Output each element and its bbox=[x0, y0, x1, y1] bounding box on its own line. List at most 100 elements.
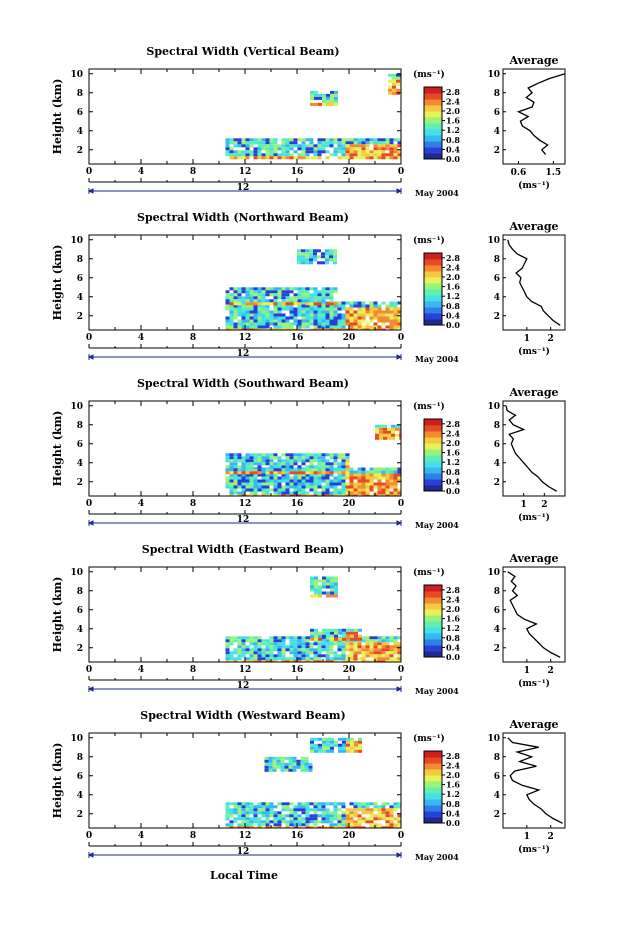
heatmap-cell bbox=[341, 811, 346, 815]
y-tick-label: 4 bbox=[77, 293, 83, 303]
heatmap-cell bbox=[245, 648, 250, 652]
heatmap-cell bbox=[385, 156, 390, 160]
heatmap-cell bbox=[349, 820, 354, 824]
heatmap-cell bbox=[353, 310, 358, 314]
heatmap-cell bbox=[322, 579, 326, 583]
heatmap-cell bbox=[321, 473, 326, 477]
heatmap-cell bbox=[349, 150, 354, 154]
heatmap-cell bbox=[313, 252, 317, 256]
heatmap-cell bbox=[377, 805, 382, 809]
heatmap-cell bbox=[293, 476, 298, 480]
heatmap-cell bbox=[397, 301, 401, 305]
heatmap-cell bbox=[385, 814, 390, 818]
heatmap-cell bbox=[237, 639, 242, 643]
heatmap-cell bbox=[285, 328, 290, 330]
heatmap-cell bbox=[261, 310, 266, 314]
heatmap-cell bbox=[317, 310, 322, 314]
heatmap-cell bbox=[285, 150, 290, 154]
heatmap-cell bbox=[265, 814, 270, 818]
heatmap-cell bbox=[268, 756, 273, 760]
heatmap-cell bbox=[261, 293, 266, 297]
heatmap-cell bbox=[337, 642, 342, 646]
heatmap-cell bbox=[273, 296, 278, 300]
heatmap-cell bbox=[310, 585, 314, 589]
heatmap-cell bbox=[265, 802, 270, 806]
heatmap-cell bbox=[317, 322, 322, 326]
average-title: Average bbox=[508, 386, 558, 399]
heatmap-cell bbox=[325, 473, 330, 477]
heatmap-cell bbox=[337, 138, 342, 142]
heatmap-cell bbox=[257, 313, 262, 317]
heatmap-cell bbox=[233, 805, 238, 809]
colorbar-band bbox=[424, 769, 442, 776]
heatmap-cell bbox=[321, 465, 326, 469]
heatmap-cell bbox=[317, 479, 322, 483]
heatmap-cell bbox=[261, 485, 266, 489]
colorbar-band bbox=[424, 787, 442, 794]
heatmap-cell bbox=[377, 153, 382, 157]
heatmap-cell bbox=[346, 743, 350, 747]
heatmap-cell bbox=[353, 826, 358, 828]
average-profile-line bbox=[507, 239, 561, 326]
heatmap-cell bbox=[225, 144, 230, 148]
heatmap-cell bbox=[293, 296, 298, 300]
heatmap-cell bbox=[341, 645, 346, 649]
heatmap-cell bbox=[325, 651, 330, 655]
heatmap-cell bbox=[297, 299, 302, 303]
heatmap-cell bbox=[337, 319, 342, 323]
heatmap-cell bbox=[281, 150, 286, 154]
heatmap-cell bbox=[257, 808, 262, 812]
heatmap-cell bbox=[369, 153, 374, 157]
heatmap-cell bbox=[269, 465, 274, 469]
heatmap-cell bbox=[305, 808, 310, 812]
panel-title: Spectral Width (Eastward Beam) bbox=[142, 543, 344, 556]
heatmap-cell bbox=[345, 817, 350, 821]
heatmap-cell bbox=[361, 467, 366, 471]
heatmap-cell bbox=[273, 290, 278, 294]
y-tick-label: 8 bbox=[77, 587, 83, 597]
heatmap-cell bbox=[318, 102, 322, 106]
heatmap-cell bbox=[313, 310, 318, 314]
heatmap-cell bbox=[389, 147, 394, 151]
heatmap-cell bbox=[393, 301, 398, 305]
heatmap-cell bbox=[289, 304, 294, 308]
heatmap-cell bbox=[297, 293, 302, 297]
heatmap-cell bbox=[375, 433, 379, 437]
heatmap-cell bbox=[310, 637, 314, 641]
heatmap-cell bbox=[322, 740, 326, 744]
heatmap-cell bbox=[273, 462, 278, 466]
heatmap-cell bbox=[389, 307, 394, 311]
heatmap-cell bbox=[377, 467, 382, 471]
heatmap-cell bbox=[353, 820, 358, 824]
heatmap-cell bbox=[357, 316, 362, 320]
heatmap-cell bbox=[310, 579, 314, 583]
heatmap-cell bbox=[389, 301, 394, 305]
heatmap-cell bbox=[253, 453, 258, 457]
day-mid-label: 12 bbox=[237, 681, 250, 691]
heatmap-cell bbox=[281, 642, 286, 646]
heatmap-cell bbox=[342, 749, 346, 753]
heatmap-cell bbox=[389, 310, 394, 314]
heatmap-cell bbox=[345, 471, 350, 475]
average-unit: (ms⁻¹) bbox=[518, 844, 550, 855]
heatmap-cell bbox=[349, 823, 354, 827]
heatmap-cell bbox=[309, 453, 314, 457]
heatmap-cell bbox=[337, 147, 342, 151]
heatmap-cell bbox=[301, 479, 306, 483]
heatmap-cell bbox=[369, 651, 374, 655]
heatmap-cell bbox=[277, 144, 282, 148]
heatmap-cell bbox=[249, 296, 254, 300]
heatmap-cell bbox=[389, 660, 394, 662]
heatmap-cell bbox=[261, 654, 266, 658]
heatmap-cell bbox=[322, 746, 326, 750]
heatmap-cell bbox=[346, 631, 350, 635]
heatmap-cell bbox=[325, 814, 330, 818]
heatmap-cell bbox=[225, 316, 230, 320]
heatmap-cell bbox=[365, 642, 370, 646]
heatmap-cell bbox=[321, 304, 326, 308]
heatmap-cell bbox=[241, 301, 246, 305]
heatmap-cell bbox=[281, 299, 286, 303]
heatmap-cell bbox=[309, 817, 314, 821]
heatmap-cell bbox=[341, 476, 346, 480]
heatmap-cell bbox=[225, 150, 230, 154]
